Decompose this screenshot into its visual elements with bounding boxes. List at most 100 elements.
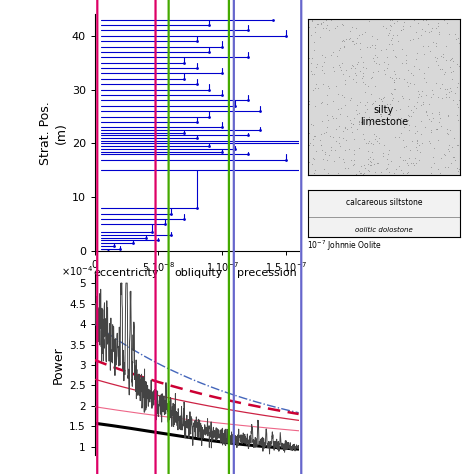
Point [397, 26, 405, 34]
Point [373, 132, 380, 140]
Point [386, 26, 394, 33]
Point [387, 23, 394, 30]
Point [414, 34, 421, 41]
Point [385, 146, 392, 154]
Point [310, 46, 318, 54]
Point [444, 163, 451, 171]
Point [309, 17, 316, 25]
Point [305, 97, 313, 104]
Point [334, 105, 342, 113]
Point [429, 115, 437, 122]
Point [390, 31, 397, 38]
Point [328, 112, 336, 119]
Point [436, 65, 444, 73]
Point [452, 30, 459, 38]
Point [435, 136, 442, 144]
Point [421, 123, 429, 131]
Point [349, 37, 357, 45]
Point [353, 170, 360, 178]
Point [335, 122, 343, 130]
Point [356, 169, 364, 177]
Point [350, 136, 358, 143]
Point [361, 89, 368, 96]
Point [423, 111, 430, 119]
Point [389, 90, 396, 98]
Point [373, 36, 381, 43]
Point [414, 137, 421, 144]
Point [384, 60, 392, 67]
Point [353, 101, 361, 109]
Point [453, 111, 461, 119]
Point [347, 119, 355, 127]
Point [396, 105, 404, 112]
Point [358, 117, 366, 124]
Point [449, 96, 456, 104]
Point [398, 92, 405, 100]
Point [392, 74, 400, 82]
Point [317, 141, 325, 149]
Point [369, 41, 376, 48]
Point [420, 74, 428, 82]
Point [445, 88, 453, 95]
Point [389, 46, 396, 54]
Point [400, 23, 407, 30]
Point [440, 16, 447, 23]
Point [454, 117, 462, 124]
Point [401, 156, 408, 164]
Point [456, 96, 463, 103]
Point [341, 101, 349, 109]
Point [409, 160, 417, 167]
Point [422, 79, 430, 86]
Point [427, 139, 434, 147]
Point [419, 42, 427, 50]
Point [448, 143, 456, 151]
Point [346, 117, 354, 124]
Point [351, 69, 358, 76]
Point [345, 35, 352, 43]
Point [439, 53, 447, 61]
Point [342, 66, 349, 74]
Point [327, 16, 335, 23]
Text: oolitic dolostone: oolitic dolostone [355, 227, 413, 233]
Point [400, 144, 408, 151]
Point [305, 23, 313, 31]
Point [454, 61, 461, 68]
Point [348, 61, 356, 68]
Point [335, 169, 342, 176]
Point [445, 111, 452, 119]
Point [442, 93, 450, 101]
Point [410, 103, 418, 110]
Point [449, 153, 457, 161]
Point [405, 154, 413, 162]
Point [399, 136, 407, 144]
Point [312, 80, 320, 88]
Point [399, 94, 407, 102]
Point [304, 163, 312, 171]
Point [393, 18, 401, 25]
Point [313, 61, 321, 68]
Point [356, 98, 364, 106]
Point [428, 164, 435, 171]
Point [397, 166, 405, 174]
Point [407, 79, 414, 87]
Point [350, 40, 357, 47]
Point [333, 114, 340, 122]
Point [383, 116, 390, 124]
Point [396, 118, 403, 126]
Point [338, 59, 346, 66]
Point [391, 76, 398, 83]
Point [438, 65, 446, 73]
Point [371, 97, 378, 105]
Point [325, 152, 333, 159]
Point [307, 59, 314, 67]
Point [414, 93, 421, 101]
Point [307, 31, 314, 39]
Point [363, 139, 370, 146]
Point [348, 23, 356, 31]
Point [408, 112, 415, 119]
Point [305, 100, 312, 108]
Point [415, 142, 422, 149]
Point [365, 168, 373, 175]
Point [384, 150, 392, 157]
Point [444, 112, 451, 120]
